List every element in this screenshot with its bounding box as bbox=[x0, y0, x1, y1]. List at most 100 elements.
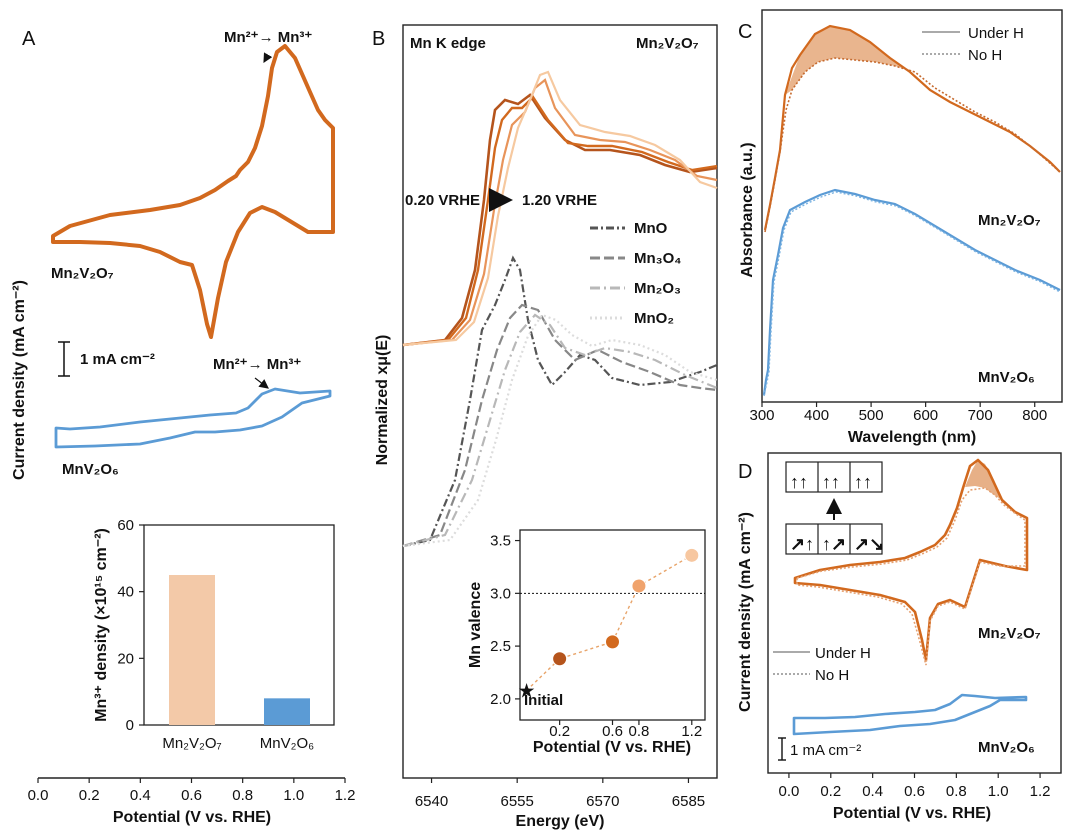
panel-b-ref-mn3o4 bbox=[402, 303, 718, 548]
panel-a-series-mn2v2o7 bbox=[51, 44, 335, 339]
panel-a-x-tick-label-5: 1.0 bbox=[283, 787, 304, 804]
panel-b-title: Mn K edge bbox=[410, 35, 486, 52]
panel-b-x-label: Energy (eV) bbox=[516, 813, 605, 830]
panel-b-inset-points bbox=[552, 547, 700, 667]
panel-c-x-tick-label-4: 700 bbox=[968, 407, 993, 424]
panel-d-mnv2o6-under-h bbox=[792, 693, 1028, 736]
panel-a-inset-y-label: Mn³⁺ density (×10¹⁵ cm⁻²) bbox=[93, 528, 110, 722]
panel-a-inset: 0 20 40 60 Mn³⁺ density (×10¹⁵ cm⁻²) Mn₂V₂O… bbox=[93, 517, 335, 752]
panel-c-x-ticks: 300 400 500 600 700 800 bbox=[749, 402, 1047, 424]
panel-b-x-tick-label-2: 6570 bbox=[586, 793, 619, 810]
panel-d-x-tick-label-1: 0.2 bbox=[820, 783, 841, 800]
panel-c-x-label: Wavelength (nm) bbox=[848, 429, 976, 446]
panel-d-scale-bar: 1 mA cm⁻² bbox=[778, 737, 861, 761]
panel-c: C 300 400 500 600 700 800 Wavelength (nm) Abs… bbox=[738, 9, 1063, 446]
panel-b-legend-mno: MnO bbox=[634, 220, 668, 237]
panel-b-inset-initial-label: Initial bbox=[524, 692, 563, 709]
panel-b-x-tick-label-1: 6555 bbox=[500, 793, 533, 810]
panel-d-legend-no-h: No H bbox=[815, 667, 849, 684]
panel-a-x-label: Potential (V vs. RHE) bbox=[113, 809, 271, 826]
panel-c-label: C bbox=[738, 21, 752, 43]
panel-b-inset-x-tick-label-0: 0.2 bbox=[549, 723, 570, 740]
panel-b-spectrum-0p20v bbox=[402, 93, 718, 347]
panel-b: B 6540 6555 6570 6585 Energy (eV) Normalize… bbox=[372, 24, 718, 830]
panel-b-legend-mn3o4: Mn₃O₄ bbox=[634, 250, 681, 267]
panel-c-x-tick-label-0: 300 bbox=[749, 407, 774, 424]
panel-a-inset-frame bbox=[143, 524, 335, 726]
panel-b-x-ticks: 6540 6555 6570 6585 bbox=[415, 778, 705, 810]
panel-d-x-tick-label-5: 1.0 bbox=[988, 783, 1009, 800]
panel-b-x-tick-label-3: 6585 bbox=[672, 793, 705, 810]
panel-b-ref-mno bbox=[402, 255, 718, 548]
panel-b-legend-mn2o3: Mn₂O₃ bbox=[634, 280, 681, 297]
panel-b-spectrum-0p80v bbox=[402, 78, 718, 347]
panel-d-mn2v2o7-no-h bbox=[796, 487, 1026, 666]
panel-b-inset-y-tick-label-0: 2.0 bbox=[490, 691, 511, 708]
panel-a-x-tick-label-3: 0.6 bbox=[181, 787, 202, 804]
panel-b-inset-frame bbox=[519, 529, 706, 721]
panel-b-inset-y-tick-label-2: 3.0 bbox=[490, 585, 511, 602]
panel-a-inset-category-2: MnV₂O₆ bbox=[260, 735, 314, 752]
panel-a-scale-bar: 1 mA cm⁻² bbox=[58, 341, 155, 377]
panel-b-inset-trend-line bbox=[526, 554, 693, 691]
panel-a-x-ticks: 0.0 0.2 0.4 0.6 0.8 1.0 1.2 bbox=[28, 778, 355, 804]
panel-c-mnv2o6-no-h bbox=[763, 191, 1061, 397]
panel-b-inset-y-label: Mn valence bbox=[467, 582, 484, 668]
svg-text:↑↑: ↑↑ bbox=[790, 472, 808, 492]
panel-b-legend-mno2: MnO₂ bbox=[634, 310, 674, 327]
panel-a-inset-y-tick-label-2: 40 bbox=[117, 584, 134, 601]
panel-a-annotation-2-arrow bbox=[254, 377, 269, 389]
panel-a-series-mnv2o6 bbox=[54, 387, 332, 449]
panel-a-inset-bar-2 bbox=[264, 698, 310, 725]
panel-d-label-mn2v2o7: Mn₂V₂O₇ bbox=[978, 625, 1041, 642]
panel-c-mn2v2o7-no-h bbox=[764, 57, 1061, 233]
panel-a-inset-category-1: Mn₂V₂O₇ bbox=[162, 735, 221, 752]
panel-a-x-tick-label-4: 0.8 bbox=[232, 787, 253, 804]
panel-a-label: A bbox=[22, 28, 36, 50]
panel-d-x-ticks: 0.0 0.2 0.4 0.6 0.8 1.0 1.2 bbox=[778, 773, 1051, 800]
panel-d-label: D bbox=[738, 461, 752, 483]
spin-diagram: ↑↑ ↑↑ ↑↑ ↗↑ ↑↗ ↗↘ bbox=[785, 461, 884, 555]
panel-b-label: B bbox=[372, 28, 385, 50]
panel-a-inset-bar-1 bbox=[169, 575, 215, 725]
panel-d-shaded-difference bbox=[965, 460, 1002, 500]
panel-c-label-mn2v2o7: Mn₂V₂O₇ bbox=[978, 212, 1041, 229]
panel-a-label-mn2v2o7: Mn₂V₂O₇ bbox=[51, 265, 114, 282]
panel-b-potential-start: 0.20 VRHE bbox=[405, 192, 480, 209]
svg-text:↗↘: ↗↘ bbox=[854, 534, 884, 554]
svg-text:↗↑: ↗↑ bbox=[790, 534, 814, 554]
panel-a-x-tick-label-2: 0.4 bbox=[130, 787, 151, 804]
panel-b-spectrum-0p60v bbox=[402, 95, 718, 347]
panel-a-scale-bar-label: 1 mA cm⁻² bbox=[80, 351, 155, 368]
panel-c-mnv2o6-under-h bbox=[762, 188, 1061, 396]
panel-d-x-tick-label-2: 0.4 bbox=[862, 783, 883, 800]
panel-c-legend-no-h: No H bbox=[968, 47, 1002, 64]
panel-b-title-right: Mn₂V₂O₇ bbox=[636, 35, 699, 52]
svg-text:↑↑: ↑↑ bbox=[854, 472, 872, 492]
panel-b-inset-x-tick-label-1: 0.6 bbox=[602, 723, 623, 740]
svg-text:↑↗: ↑↗ bbox=[822, 534, 846, 554]
panel-c-legend-under-h: Under H bbox=[968, 25, 1024, 42]
panel-a-y-label: Current density (mA cm⁻²) bbox=[11, 280, 28, 480]
panel-d-x-tick-label-3: 0.6 bbox=[904, 783, 925, 800]
panel-b-inset-x-tick-label-2: 0.8 bbox=[628, 723, 649, 740]
panel-d-y-label: Current density (mA cm⁻²) bbox=[737, 512, 754, 712]
panel-b-ref-mn2o3 bbox=[402, 313, 718, 548]
panel-c-frame bbox=[761, 9, 1063, 403]
panel-a-inset-y-tick-label-3: 60 bbox=[117, 517, 134, 534]
panel-d-x-tick-label-4: 0.8 bbox=[946, 783, 967, 800]
panel-a-inset-bars bbox=[169, 575, 310, 725]
panel-b-inset: 2.0 2.5 3.0 3.5 0.2 0.6 0.8 1.2 ★ Initial Poten… bbox=[467, 529, 706, 756]
panel-d-label-mnv2o6: MnV₂O₆ bbox=[978, 739, 1035, 756]
panel-b-inset-point-0 bbox=[552, 651, 568, 667]
panel-a-annotation-1: Mn²⁺→ Mn³⁺ bbox=[224, 29, 312, 46]
panel-b-inset-ticks: 2.0 2.5 3.0 3.5 0.2 0.6 0.8 1.2 bbox=[490, 533, 702, 740]
panel-d-x-tick-label-6: 1.2 bbox=[1030, 783, 1051, 800]
panel-c-shaded-difference bbox=[785, 26, 915, 95]
panel-c-legend: Under H No H bbox=[922, 25, 1024, 64]
panel-a-inset-y-ticks: 0 20 40 60 bbox=[117, 517, 144, 734]
panel-a-x-tick-label-1: 0.2 bbox=[79, 787, 100, 804]
panel-d-x-tick-label-0: 0.0 bbox=[778, 783, 799, 800]
panel-b-inset-point-2 bbox=[631, 578, 647, 594]
